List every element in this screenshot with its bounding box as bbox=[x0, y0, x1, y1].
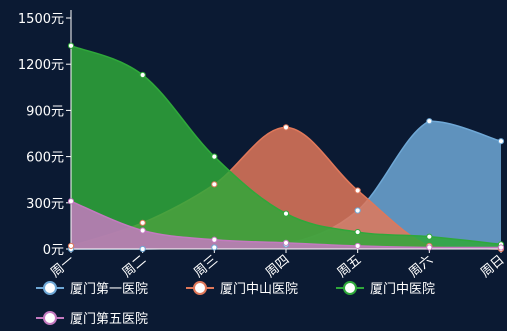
legend-item-0[interactable]: 厦门第一医院 bbox=[36, 281, 148, 297]
point-series-2-3[interactable] bbox=[282, 210, 290, 217]
point-series-3-1[interactable] bbox=[139, 227, 146, 234]
legend-swatch-dot-1 bbox=[193, 281, 207, 295]
point-series-0-4[interactable] bbox=[354, 207, 361, 214]
point-series-0-5[interactable] bbox=[426, 118, 433, 125]
x-tick-label-4: 周五 bbox=[335, 253, 365, 281]
point-series-2-4[interactable] bbox=[354, 228, 361, 236]
area-series-0 bbox=[71, 121, 501, 249]
point-series-3-2[interactable] bbox=[211, 236, 218, 243]
areas-layer bbox=[70, 45, 502, 250]
point-series-1-4[interactable] bbox=[354, 187, 361, 194]
legend-label-3: 厦门第五医院 bbox=[70, 312, 148, 327]
legend-swatch-dot-3 bbox=[43, 311, 57, 325]
legend-swatch-dot-2 bbox=[343, 281, 357, 295]
y-tick-label-2: 600元 bbox=[26, 151, 64, 166]
y-tick-label-1: 300元 bbox=[26, 197, 64, 212]
point-series-3-0[interactable] bbox=[67, 198, 75, 205]
point-series-0-1[interactable] bbox=[139, 245, 146, 253]
point-series-3-5[interactable] bbox=[426, 244, 433, 251]
y-tick-label-0: 0元 bbox=[43, 243, 64, 258]
legend-item-3[interactable]: 厦门第五医院 bbox=[36, 311, 148, 327]
point-series-1-3[interactable] bbox=[282, 124, 290, 131]
point-series-0-2[interactable] bbox=[211, 244, 218, 251]
point-series-1-1[interactable] bbox=[139, 219, 146, 226]
x-tick-label-5: 周六 bbox=[406, 253, 436, 281]
x-tick-label-2: 周三 bbox=[191, 253, 221, 281]
point-series-0-6[interactable] bbox=[497, 138, 505, 145]
y-tick-label-3: 900元 bbox=[26, 104, 64, 119]
x-tick-label-1: 周二 bbox=[120, 253, 150, 281]
x-tick-label-3: 周四 bbox=[263, 253, 293, 281]
point-series-3-3[interactable] bbox=[282, 239, 290, 246]
x-tick-label-6: 周日 bbox=[478, 253, 507, 281]
point-series-2-5[interactable] bbox=[426, 233, 433, 240]
area-series-2 bbox=[71, 45, 501, 249]
points-layer bbox=[67, 42, 505, 253]
y-tick-label-4: 1200元 bbox=[18, 58, 64, 73]
legend-label-1: 厦门中山医院 bbox=[220, 282, 298, 297]
point-series-1-0[interactable] bbox=[67, 242, 75, 250]
legend-item-1[interactable]: 厦门中山医院 bbox=[186, 281, 298, 297]
legend-swatch-dot-0 bbox=[43, 281, 57, 295]
legend-label-0: 厦门第一医院 bbox=[70, 282, 148, 297]
point-series-3-6[interactable] bbox=[497, 244, 505, 251]
point-series-2-1[interactable] bbox=[139, 71, 146, 79]
point-series-3-4[interactable] bbox=[354, 242, 361, 250]
point-series-2-2[interactable] bbox=[211, 153, 218, 160]
legend-label-2: 厦门中医院 bbox=[370, 282, 435, 297]
legend-item-2[interactable]: 厦门中医院 bbox=[336, 281, 435, 297]
point-series-2-0[interactable] bbox=[67, 42, 75, 49]
y-tick-label-5: 1500元 bbox=[18, 12, 64, 27]
point-series-1-2[interactable] bbox=[211, 181, 218, 188]
